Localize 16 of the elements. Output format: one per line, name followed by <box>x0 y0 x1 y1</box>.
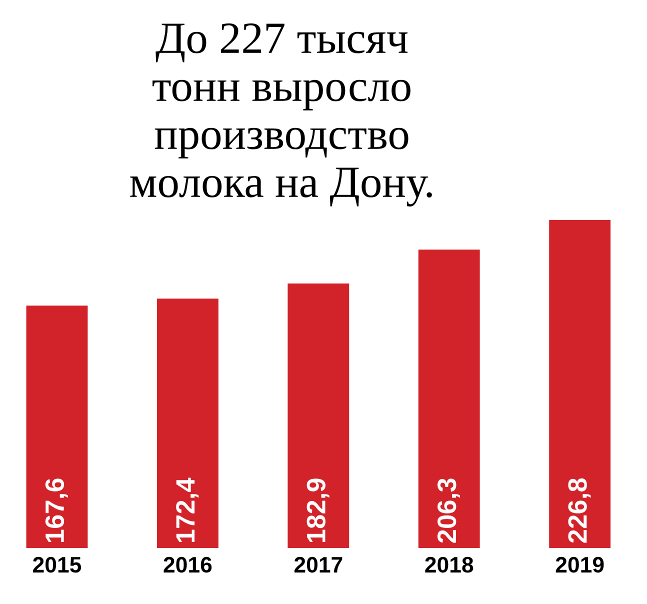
bar <box>549 220 611 548</box>
x-tick-label: 2017 <box>294 556 342 573</box>
data-label: 226,8 <box>568 478 591 543</box>
data-label: 167,6 <box>45 478 68 542</box>
x-tick-label: 2015 <box>33 556 82 573</box>
bar <box>26 306 88 548</box>
bar <box>418 250 480 548</box>
data-label: 172,4 <box>176 478 199 542</box>
data-label: 206,3 <box>438 478 460 543</box>
chart-title: До 227 тысяч тонн выросло производство молока на Дону. <box>130 23 432 206</box>
x-tick-label: 2016 <box>164 556 212 573</box>
data-label: 182,9 <box>306 478 330 542</box>
x-tick-label: 2018 <box>425 556 474 573</box>
x-tick-label: 2019 <box>556 556 604 573</box>
bar <box>156 298 218 548</box>
bar <box>288 283 350 548</box>
